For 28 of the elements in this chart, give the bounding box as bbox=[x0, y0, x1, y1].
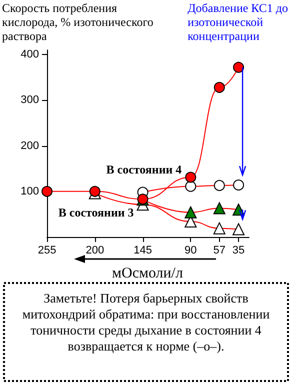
y-tick-label: 400 bbox=[20, 48, 39, 61]
x-tick-label: 57 bbox=[213, 244, 226, 256]
x-tick-label: 255 bbox=[38, 244, 56, 256]
x-tick-label: 35 bbox=[232, 244, 245, 256]
point bbox=[184, 206, 197, 218]
y-tick-label: 300 bbox=[20, 94, 39, 106]
x-tick-label: 145 bbox=[134, 244, 152, 256]
point bbox=[185, 180, 196, 192]
point bbox=[42, 186, 52, 197]
y-tick-label: 200 bbox=[20, 140, 39, 152]
point bbox=[214, 82, 225, 93]
point bbox=[89, 186, 100, 197]
x-tick-label: 90 bbox=[184, 244, 197, 256]
y-axis-title: Скорость потребления кислорода, % изотонического раствора bbox=[2, 1, 154, 43]
series-label: В состоянии 4 bbox=[106, 162, 182, 176]
point bbox=[214, 180, 225, 191]
point bbox=[213, 222, 226, 234]
series-label: В состоянии 3 bbox=[58, 206, 134, 220]
x-axis-title: мОсмоли/л bbox=[112, 266, 184, 282]
point bbox=[233, 180, 244, 190]
y-tick-label: 100 bbox=[20, 185, 39, 198]
point bbox=[232, 223, 245, 236]
text: Добавление КС1 до изотонической концентрации bbox=[188, 1, 288, 43]
x-tick-label: 200 bbox=[86, 244, 104, 256]
point bbox=[213, 202, 226, 214]
text: Заметьте! Потеря барьерных свойств митохондрий обратима: при восстановлении тоничности среды дыхание в состоянии 4 возвращается к норме (–о–). bbox=[22, 290, 270, 354]
point bbox=[185, 172, 196, 183]
point bbox=[233, 62, 244, 73]
